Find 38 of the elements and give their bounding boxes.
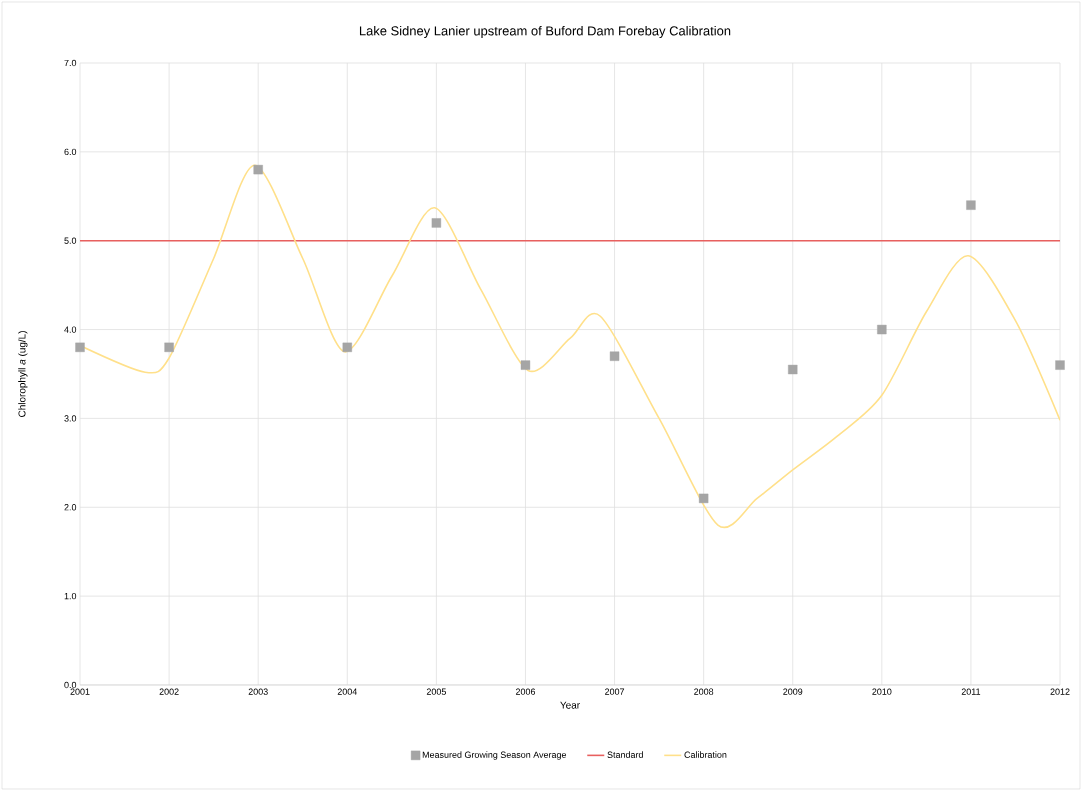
x-tick-label: 2009: [783, 688, 803, 695]
y-tick-label: 6.0: [64, 148, 77, 156]
point: [609, 351, 620, 361]
x-tick-label: 2004: [337, 688, 357, 695]
point: [698, 493, 709, 504]
x-tick-label: 2011: [961, 688, 981, 695]
y-tick-label: 4.0: [64, 326, 77, 333]
point: [1055, 360, 1065, 370]
x-tick-label: 2006: [515, 688, 536, 695]
x-tick-label: 2005: [426, 688, 446, 695]
x-tick-label: 2012: [1050, 688, 1070, 695]
y-tick-label: 0.0: [64, 681, 77, 689]
legend-label: Calibration: [684, 751, 727, 758]
y-tick-label: 5.0: [64, 237, 77, 244]
y-tick-label: 2.0: [64, 504, 77, 511]
point: [788, 364, 798, 375]
legend-label: Standard: [607, 751, 643, 758]
point: [877, 324, 887, 335]
x-tick-label: 2001: [70, 688, 90, 695]
legend-label: Measured Growing Season Average: [422, 751, 567, 760]
x-tick-label: 2003: [248, 688, 268, 695]
x-tick-label: 2008: [694, 688, 714, 695]
point: [164, 342, 174, 353]
point: [75, 342, 85, 353]
y-tick-label: 7.0: [64, 59, 77, 67]
point: [342, 342, 352, 353]
point: [966, 200, 976, 210]
x-tick-label: 2010: [872, 688, 892, 695]
x-tick-label: 2002: [159, 688, 179, 695]
point: [431, 218, 442, 228]
chart-title: Lake Sidney Lanier upstream of Buford Dam Forebay Calibration: [359, 25, 731, 39]
x-axis-title: Year: [560, 701, 580, 709]
point: [253, 164, 263, 175]
point: [520, 360, 531, 370]
y-tick-label: 3.0: [64, 415, 77, 422]
y-tick-label: 1.0: [64, 592, 77, 600]
y-axis-title: Chlorophyll a (ug/L): [18, 331, 28, 417]
x-tick-label: 2007: [605, 688, 625, 695]
